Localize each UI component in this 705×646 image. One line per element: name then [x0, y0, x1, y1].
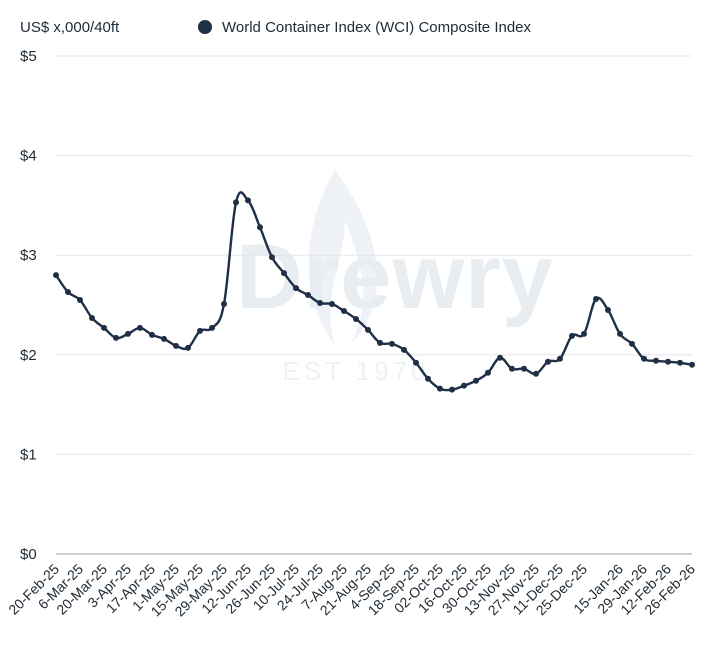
data-point — [245, 197, 251, 204]
data-point — [185, 344, 191, 351]
data-point — [197, 327, 203, 334]
data-point — [293, 285, 299, 292]
legend-label: World Container Index (WCI) Composite In… — [222, 19, 532, 36]
data-point — [329, 301, 335, 308]
data-point — [173, 342, 179, 349]
data-point — [617, 330, 623, 337]
data-point — [89, 314, 95, 321]
data-point — [377, 339, 383, 346]
y-tick-label: $1 — [20, 446, 37, 463]
y-tick-label: $0 — [20, 546, 37, 563]
data-point — [341, 307, 347, 314]
data-point — [233, 199, 239, 206]
data-point — [353, 315, 359, 322]
data-point — [389, 340, 395, 347]
data-point — [257, 224, 263, 231]
y-tick-label: $3 — [20, 247, 37, 264]
data-point — [581, 330, 587, 337]
data-point — [437, 385, 443, 392]
data-point — [461, 382, 467, 389]
data-point — [365, 326, 371, 333]
data-point — [605, 306, 611, 313]
data-point — [221, 301, 227, 308]
data-point — [593, 296, 599, 303]
data-point — [473, 377, 479, 384]
data-point — [425, 375, 431, 382]
data-point — [653, 357, 659, 364]
data-point — [125, 330, 131, 337]
data-point — [629, 340, 635, 347]
y-axis-ticks: $0 $1 $2 $3 $4 $5 — [20, 48, 37, 563]
data-point — [545, 358, 551, 365]
data-point — [449, 386, 455, 393]
y-axis-label: US$ x,000/40ft — [20, 19, 120, 36]
y-tick-label: $4 — [20, 148, 37, 165]
data-point — [497, 354, 503, 361]
x-axis-ticks: 20-Feb-256-Mar-2520-Mar-253-Apr-2517-Apr… — [5, 561, 698, 620]
data-point — [209, 324, 215, 331]
data-point — [677, 359, 683, 366]
data-point — [65, 289, 71, 296]
data-point — [401, 346, 407, 353]
data-point — [101, 324, 107, 331]
data-point — [533, 370, 539, 377]
data-point — [413, 359, 419, 366]
legend: World Container Index (WCI) Composite In… — [198, 19, 532, 36]
data-point — [665, 358, 671, 365]
data-point — [641, 355, 647, 362]
data-point — [281, 270, 287, 277]
watermark-brand: Drewry — [236, 226, 554, 328]
y-tick-label: $2 — [20, 347, 37, 364]
data-point — [485, 369, 491, 376]
legend-marker-icon — [198, 20, 212, 34]
data-point — [77, 297, 83, 304]
data-point — [521, 365, 527, 372]
data-point — [509, 365, 515, 372]
data-point — [689, 361, 695, 368]
flame-watermark-icon — [308, 170, 378, 345]
data-point — [557, 355, 563, 362]
gridlines — [56, 55, 692, 555]
drewry-watermark: Drewry EST 1970 — [236, 170, 554, 386]
watermark-tagline: EST 1970 — [282, 356, 429, 386]
data-point — [305, 292, 311, 299]
data-point — [569, 332, 575, 339]
data-point — [161, 335, 167, 342]
data-point — [137, 324, 143, 331]
series-group — [53, 191, 695, 393]
data-point — [149, 331, 155, 338]
data-point — [53, 272, 59, 279]
data-point — [113, 334, 119, 341]
y-tick-label: $5 — [20, 48, 37, 65]
data-point — [317, 300, 323, 307]
data-point — [269, 254, 275, 261]
